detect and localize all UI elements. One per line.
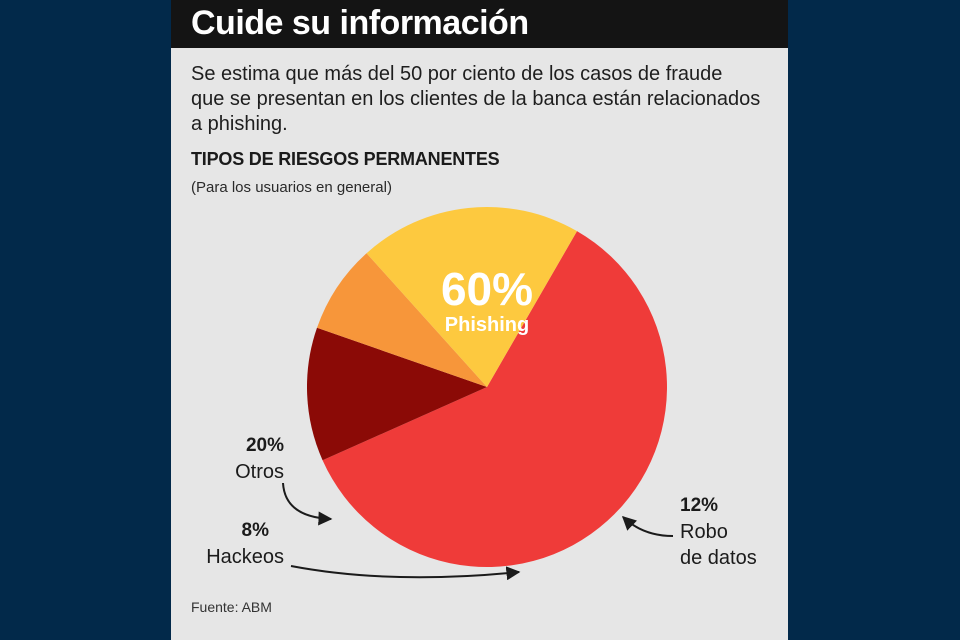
slice-label-robo-pct: 12% xyxy=(680,495,718,516)
pie-slice-otros xyxy=(366,207,577,387)
slice-label-phishing-name: Phishing xyxy=(445,314,529,336)
slice-label-hackeos-pct: 8% xyxy=(242,520,270,541)
slice-label-hackeos-name: Hackeos xyxy=(206,546,284,568)
pie-slice-hackeos xyxy=(317,253,487,387)
hackeos-arrow xyxy=(290,565,521,581)
slice-label-robo-name-1: Robo xyxy=(680,521,728,543)
pie-slice-phishing xyxy=(322,231,668,568)
intro-text: Se estima que más del 50 por ciento de l… xyxy=(191,63,761,135)
pie-chart: 60% Phishing 20% Otros 8% Hackeos 12% Ro… xyxy=(206,207,757,581)
slice-label-otros-name: Otros xyxy=(235,461,284,483)
chart-subtitle: (Para los usuarios en general) xyxy=(191,179,392,196)
robo-arrow xyxy=(621,516,674,537)
page-title: Cuide su información xyxy=(191,4,529,42)
otros-arrow xyxy=(282,482,333,526)
title-bar: Cuide su información xyxy=(171,0,788,48)
slice-label-phishing-pct: 60% xyxy=(441,263,533,315)
pie-slices xyxy=(306,207,668,568)
source-note: Fuente: ABM xyxy=(191,599,272,615)
chart-title: TIPOS DE RIESGOS PERMANENTES xyxy=(191,149,500,169)
slice-label-robo-name-2: de datos xyxy=(680,547,757,569)
slice-label-otros-pct: 20% xyxy=(246,435,284,456)
infographic-panel: Cuide su información Se estima que más d… xyxy=(171,0,788,640)
pie-slice-robo-de-datos xyxy=(306,327,487,461)
